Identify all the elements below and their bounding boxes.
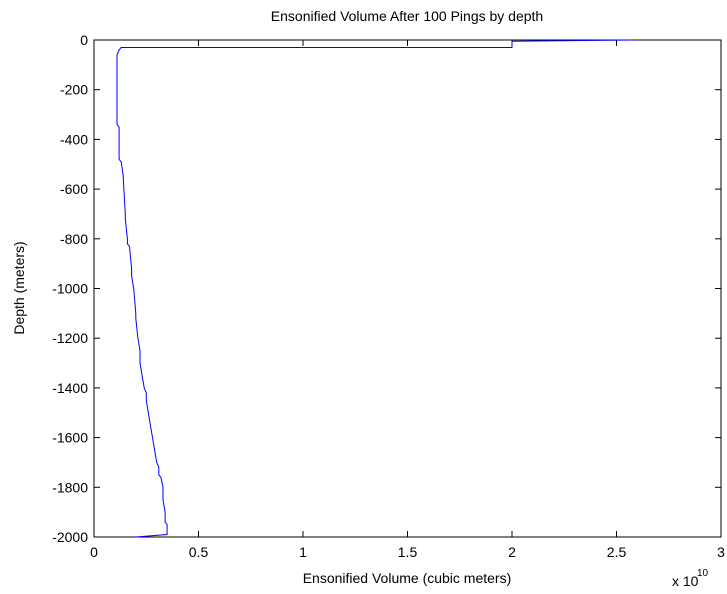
- y-tick-label: -2000: [52, 529, 88, 545]
- x-tick-label: 3: [717, 544, 725, 560]
- x-scale-multiplier: x 10: [672, 573, 699, 589]
- x-tick-label: 1.5: [398, 544, 418, 560]
- x-tick-label: 2: [508, 544, 516, 560]
- y-tick-label: -800: [60, 231, 88, 247]
- y-tick-label: -1400: [52, 380, 88, 396]
- y-axis-label: Depth (meters): [11, 241, 27, 334]
- x-tick-label: 1: [299, 544, 307, 560]
- x-axis-label: Ensonified Volume (cubic meters): [303, 570, 512, 586]
- series-line-0: [116, 39, 634, 538]
- y-tick-label: 0: [80, 32, 88, 48]
- y-tick-label: -200: [60, 82, 88, 98]
- x-tick-label: 0: [90, 544, 98, 560]
- y-tick-label: -400: [60, 131, 88, 147]
- x-tick-label: 2.5: [607, 544, 627, 560]
- chart-title: Ensonified Volume After 100 Pings by dep…: [271, 8, 543, 24]
- y-tick-label: -1600: [52, 430, 88, 446]
- ticks-layer: [93, 39, 722, 538]
- y-tick-label: -1200: [52, 330, 88, 346]
- y-tick-label: -600: [60, 181, 88, 197]
- plot-area: [93, 39, 722, 538]
- labels-layer: 0 0.5 1 1.5 2 2.5 3 0 -200 -400 -600 -800 -1000 -1200…: [52, 32, 725, 560]
- x-scale-exponent: 10: [697, 568, 709, 579]
- series-layer: [116, 39, 634, 538]
- y-tick-label: -1800: [52, 479, 88, 495]
- y-tick-label: -1000: [52, 281, 88, 297]
- x-tick-label: 0.5: [189, 544, 209, 560]
